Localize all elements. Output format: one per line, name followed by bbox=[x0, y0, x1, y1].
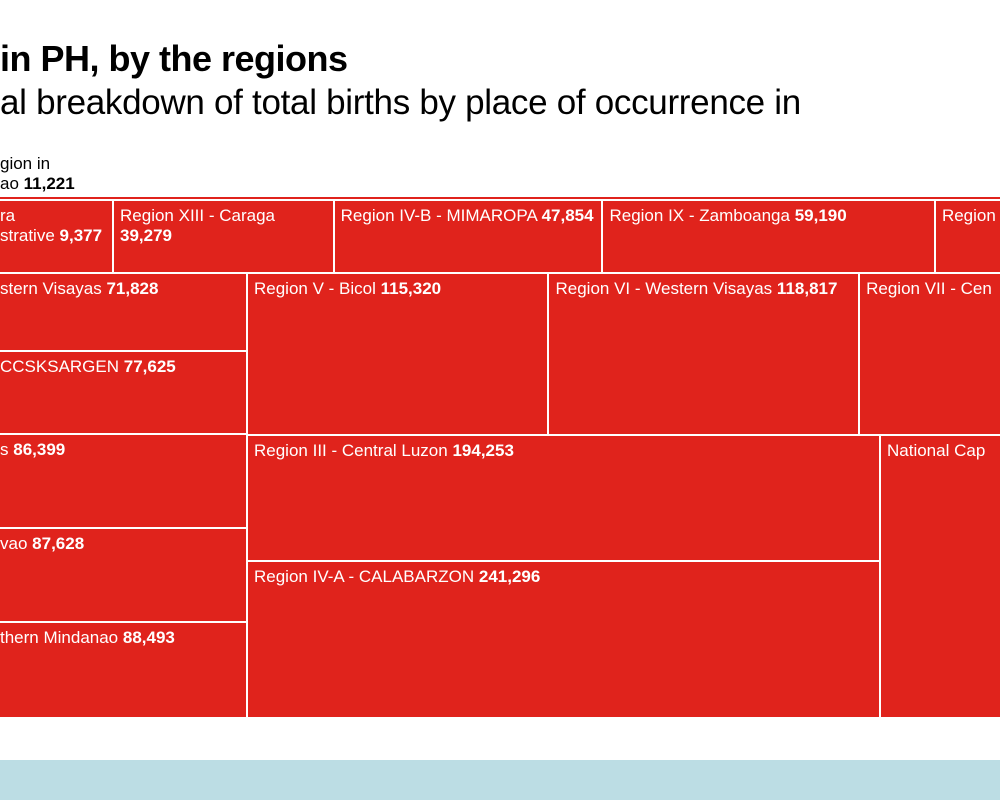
category-label: Region I bbox=[941, 206, 1000, 225]
value-label: 71,828 bbox=[106, 279, 159, 298]
value-label: 88,493 bbox=[122, 628, 175, 648]
treemap-cell bbox=[934, 200, 1000, 273]
cell-label: National Cap bbox=[887, 441, 1000, 461]
chart-subtitle: al breakdown of total births by place of… bbox=[0, 83, 801, 122]
category-label: stern Visayas bbox=[0, 279, 102, 298]
treemap-cell bbox=[0, 196, 1000, 200]
cell-label: Region III - Central Luzon 194,253 bbox=[254, 441, 874, 461]
footer-band bbox=[0, 760, 1000, 800]
value-label: 115,320 bbox=[380, 279, 442, 298]
treemap-cell bbox=[247, 273, 549, 435]
category-label: Region IX - Zamboanga bbox=[609, 206, 790, 225]
cell-label: stern Visayas 71,828 bbox=[0, 279, 241, 299]
value-label: 77,625 bbox=[123, 356, 176, 376]
category-label: CCSKSARGEN bbox=[0, 356, 120, 376]
category-label: Region IV-A - CALABARZON bbox=[254, 567, 475, 587]
value-label: 9,377 bbox=[59, 226, 103, 245]
cell-label: Region V - Bicol 115,320 bbox=[254, 279, 542, 299]
treemap-cell bbox=[0, 273, 247, 351]
category-label: Region IV-B - MIMAROPA bbox=[340, 206, 537, 225]
value-label: 47,854 bbox=[541, 206, 594, 225]
cell-label: CCSKSARGEN 77,625 bbox=[0, 357, 241, 377]
value-label: 59,190 bbox=[794, 206, 847, 225]
treemap-cell bbox=[859, 273, 1000, 435]
value-label: 86,399 bbox=[13, 440, 66, 460]
cell-label: Region IV-B - MIMAROPA 47,854 bbox=[341, 206, 597, 226]
value-label: 39,279 bbox=[120, 226, 173, 245]
category-label: ra strative bbox=[0, 206, 55, 245]
cell-label: Region IV-A - CALABARZON 241,296 bbox=[254, 567, 874, 587]
cell-label: Region VI - Western Visayas 118,817 bbox=[555, 279, 853, 299]
category-label: s bbox=[0, 440, 9, 460]
category-label: Region XIII - Caraga bbox=[120, 206, 275, 225]
category-label: thern Mindanao bbox=[0, 628, 119, 648]
chart-title: in PH, by the regions bbox=[0, 38, 348, 79]
treemap-cell bbox=[548, 273, 860, 435]
treemap-cell bbox=[0, 350, 247, 435]
treemap-cell bbox=[0, 527, 247, 623]
value-label: 87,628 bbox=[32, 533, 85, 553]
category-label: Region VI - Western Visayas bbox=[555, 279, 773, 298]
value-label: 241,296 bbox=[478, 567, 541, 587]
value-label: 11,221 bbox=[23, 174, 75, 193]
cell-label: Region IX - Zamboanga 59,190 bbox=[609, 206, 928, 226]
cell-label: Region I bbox=[942, 206, 1000, 226]
category-label: Region V - Bicol bbox=[254, 279, 376, 298]
category-label: gion in ao bbox=[0, 154, 51, 193]
treemap-cell bbox=[113, 200, 334, 273]
category-label: Region III - Central Luzon bbox=[254, 441, 448, 460]
treemap-cell bbox=[0, 622, 247, 718]
cell-label: vao 87,628 bbox=[0, 534, 241, 554]
treemap-cell bbox=[333, 200, 603, 273]
treemap-cell bbox=[880, 435, 1000, 718]
category-label: National Cap bbox=[887, 441, 986, 460]
treemap-cell bbox=[247, 435, 880, 562]
cell-label: Region XIII - Caraga 39,279 bbox=[120, 206, 328, 246]
value-label: 118,817 bbox=[776, 279, 838, 298]
cell-label: Region VII - Cen bbox=[866, 279, 1000, 299]
treemap-cell bbox=[0, 434, 247, 528]
category-label: Region VII - Cen bbox=[866, 279, 992, 298]
value-label: 194,253 bbox=[452, 441, 514, 460]
cell-label: ra strative 9,377 bbox=[0, 206, 107, 246]
treemap-cell bbox=[247, 561, 880, 718]
cell-label: thern Mindanao 88,493 bbox=[0, 628, 241, 648]
cell-label: gion in ao 11,221 bbox=[0, 154, 1000, 194]
category-label: vao bbox=[0, 533, 28, 553]
treemap-cell bbox=[0, 200, 114, 273]
cell-label: s 86,399 bbox=[0, 440, 241, 460]
treemap-cell bbox=[602, 200, 935, 273]
